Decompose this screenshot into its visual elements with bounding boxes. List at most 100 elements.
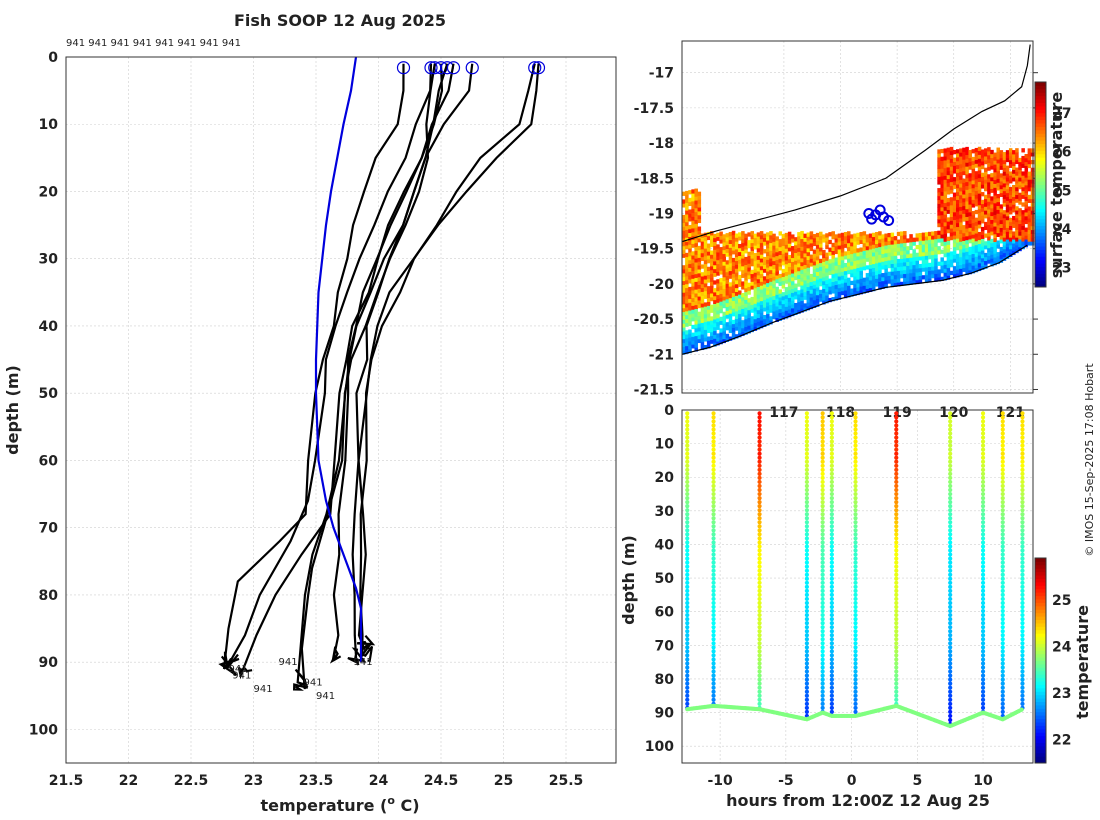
td-point <box>829 504 834 509</box>
sst-cell <box>881 257 885 262</box>
sst-cell <box>956 230 960 235</box>
sst-cell <box>949 146 954 152</box>
sst-cell <box>965 270 969 276</box>
sst-cell <box>1005 173 1010 178</box>
sst-cell <box>853 291 857 296</box>
sst-cell <box>815 290 820 296</box>
sst-cell <box>856 283 860 288</box>
sst-cell <box>1002 202 1007 207</box>
td-point <box>804 649 809 654</box>
sst-cell <box>887 236 892 242</box>
sst-cell <box>893 259 898 264</box>
td-point <box>711 600 716 606</box>
sst-cell <box>691 208 695 213</box>
td-point <box>685 629 690 634</box>
sst-cell <box>713 322 717 328</box>
colorbar-segment <box>1035 698 1046 702</box>
sst-cell <box>784 290 789 296</box>
td-point <box>1020 572 1025 577</box>
sst-cell <box>738 333 742 338</box>
sst-cell <box>1030 241 1035 246</box>
sst-cell <box>700 245 705 250</box>
sst-cell <box>903 269 907 275</box>
sst-cell <box>806 282 811 288</box>
sst-cell <box>878 258 882 263</box>
td-point <box>711 467 716 472</box>
sst-cell <box>710 316 714 321</box>
sst-cell <box>710 324 714 329</box>
sst-cell <box>940 172 944 177</box>
td-point <box>685 447 690 452</box>
sst-cell <box>722 253 726 258</box>
sst-cell <box>834 280 839 286</box>
sst-cell <box>996 244 1000 249</box>
sst-cell <box>794 295 798 300</box>
td-point <box>757 512 762 517</box>
sst-cell <box>759 258 764 263</box>
td-ytick-label: 50 <box>655 571 675 587</box>
td-point <box>757 419 762 424</box>
profile-bottom-label: 941 <box>354 657 373 668</box>
profile-line <box>359 63 536 663</box>
sst-cell <box>959 245 963 250</box>
sst-cell <box>722 257 726 262</box>
sst-cell <box>899 246 904 252</box>
td-point <box>980 463 986 468</box>
td-point <box>757 596 762 602</box>
sst-cell <box>762 314 767 320</box>
colorbar-segment <box>1035 157 1046 162</box>
sst-cell <box>993 152 997 157</box>
sst-cell <box>700 241 705 246</box>
sst-cell <box>952 235 957 240</box>
sst-cell <box>974 190 979 195</box>
sst-cell <box>909 245 913 251</box>
sst-cell <box>980 257 985 263</box>
sst-cell <box>937 195 941 201</box>
sst-cell <box>1012 192 1016 197</box>
timedepth-points <box>685 411 1025 729</box>
td-point <box>685 508 690 513</box>
sst-cell <box>952 211 957 217</box>
td-point <box>829 447 834 452</box>
td-point <box>894 617 899 622</box>
colorbar-segment <box>1035 722 1046 726</box>
sst-cell <box>772 264 776 269</box>
sst-cell <box>700 252 705 258</box>
td-point <box>757 681 762 686</box>
sst-cell <box>728 231 733 237</box>
colorbar-segment <box>1035 735 1046 740</box>
sst-cell <box>682 307 686 313</box>
sst-cell <box>968 208 972 213</box>
sst-cell <box>1015 244 1019 250</box>
sst-cell <box>987 162 991 167</box>
sst-cell <box>787 274 792 279</box>
map-ytick-label: -20.5 <box>634 312 674 328</box>
td-point <box>948 500 953 505</box>
sst-cell <box>747 302 751 307</box>
sst-cell <box>694 238 698 244</box>
td-point <box>853 657 858 662</box>
sst-cell <box>741 300 745 306</box>
sst-cell <box>1012 239 1016 244</box>
sst-cell <box>713 291 717 297</box>
sst-cell <box>859 274 863 279</box>
sst-cell <box>806 278 811 284</box>
td-point <box>685 633 690 638</box>
td-point <box>853 552 858 557</box>
sst-cell <box>819 297 823 302</box>
sst-cell <box>688 337 692 342</box>
td-point <box>829 665 834 670</box>
td-point <box>853 633 858 638</box>
td-point <box>829 588 834 593</box>
sst-cell <box>778 312 783 317</box>
sst-cell <box>738 232 742 237</box>
sst-cell <box>713 261 717 266</box>
sst-cell <box>868 287 873 293</box>
sst-cell <box>794 302 798 308</box>
sst-cell <box>710 277 714 282</box>
sst-cell <box>806 290 811 295</box>
sst-cell <box>700 256 705 261</box>
sst-cell <box>871 271 876 276</box>
sst-cell <box>728 328 733 334</box>
sst-cell <box>734 233 739 238</box>
